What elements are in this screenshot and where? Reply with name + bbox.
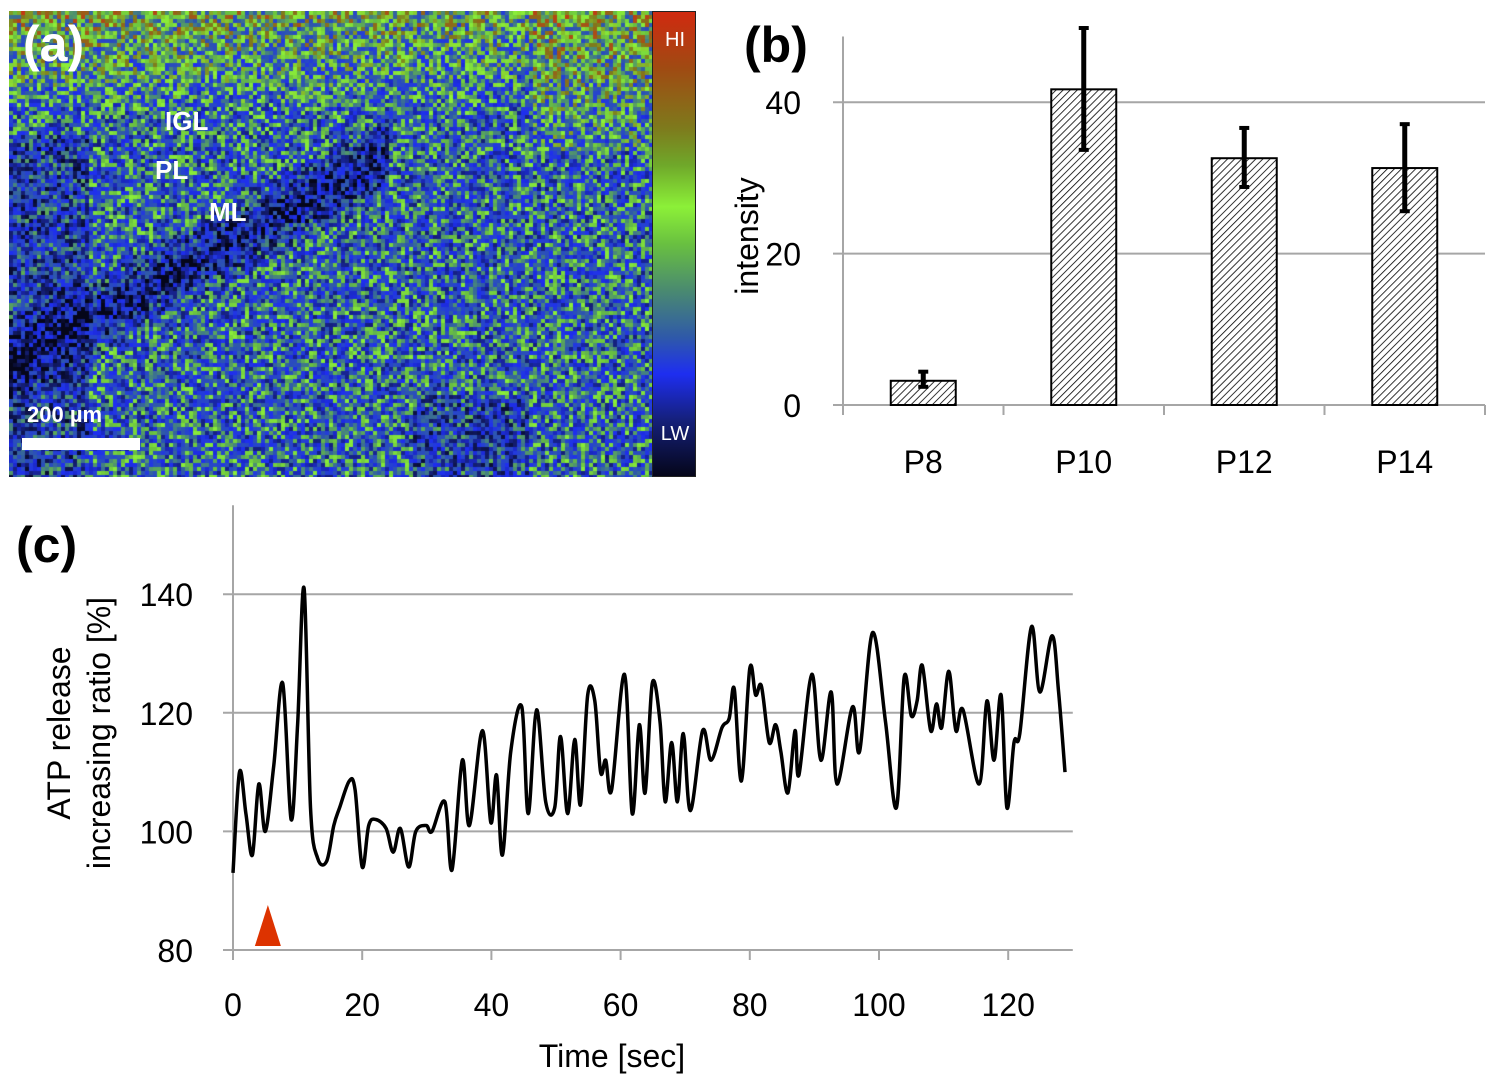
colorbar-high-label: HI (665, 29, 685, 51)
scale-bar-label: 200 µm (27, 402, 103, 427)
y-tick-label: 20 (765, 237, 801, 273)
stimulus-marker-triangle (254, 905, 281, 946)
series-line-atp-release (231, 585, 1067, 874)
x-tick-label: 0 (224, 987, 242, 1023)
x-axis-label: Time [sec] (539, 1038, 685, 1074)
layer-label-igl: IGL (165, 106, 209, 136)
x-tick-label: P12 (1216, 444, 1273, 480)
x-tick-label: 40 (474, 987, 510, 1023)
panel-label-b: (b) (744, 17, 808, 73)
layer-label-ml: ML (209, 197, 247, 227)
x-tick-label: 60 (603, 987, 639, 1023)
y-tick-label: 100 (140, 814, 193, 850)
y-tick-label: 80 (157, 933, 193, 969)
y-axis-label: intensity (729, 177, 765, 294)
x-tick-label: 20 (344, 987, 380, 1023)
panel-label-a: (a) (23, 16, 85, 72)
x-tick-label: P14 (1376, 444, 1433, 480)
colorbar-low-label: LW (660, 423, 690, 445)
y-tick-label: 40 (765, 85, 801, 121)
y-tick-label: 0 (783, 388, 801, 424)
x-tick-label: 120 (982, 987, 1035, 1023)
scale-bar (22, 438, 140, 450)
x-tick-label: P10 (1055, 444, 1112, 480)
x-tick-label: 80 (732, 987, 768, 1023)
panel-label-c: (c) (16, 517, 77, 573)
x-tick-label: 100 (852, 987, 905, 1023)
line-chart-atp-release: (c) ATP release increasing ratio [%] Tim… (16, 505, 1073, 1074)
colorbar: HI LW (652, 11, 696, 477)
bar-chart-intensity: (b) intensity 0 20 40 P8 P10 P12 P14 (729, 17, 1486, 480)
y-tick-label: 120 (140, 696, 193, 732)
fluorescence-heatmap (9, 11, 652, 477)
heatmap-image-panel: (a) IGL PL ML 200 µm (9, 11, 652, 477)
y-tick-label: 140 (140, 577, 193, 613)
bar-p12 (1210, 157, 1278, 406)
y-axis-label-line1: ATP release (41, 646, 77, 819)
y-axis-label-line2: increasing ratio [%] (81, 597, 117, 869)
x-tick-label: P8 (904, 444, 943, 480)
layer-label-pl: PL (155, 155, 189, 185)
